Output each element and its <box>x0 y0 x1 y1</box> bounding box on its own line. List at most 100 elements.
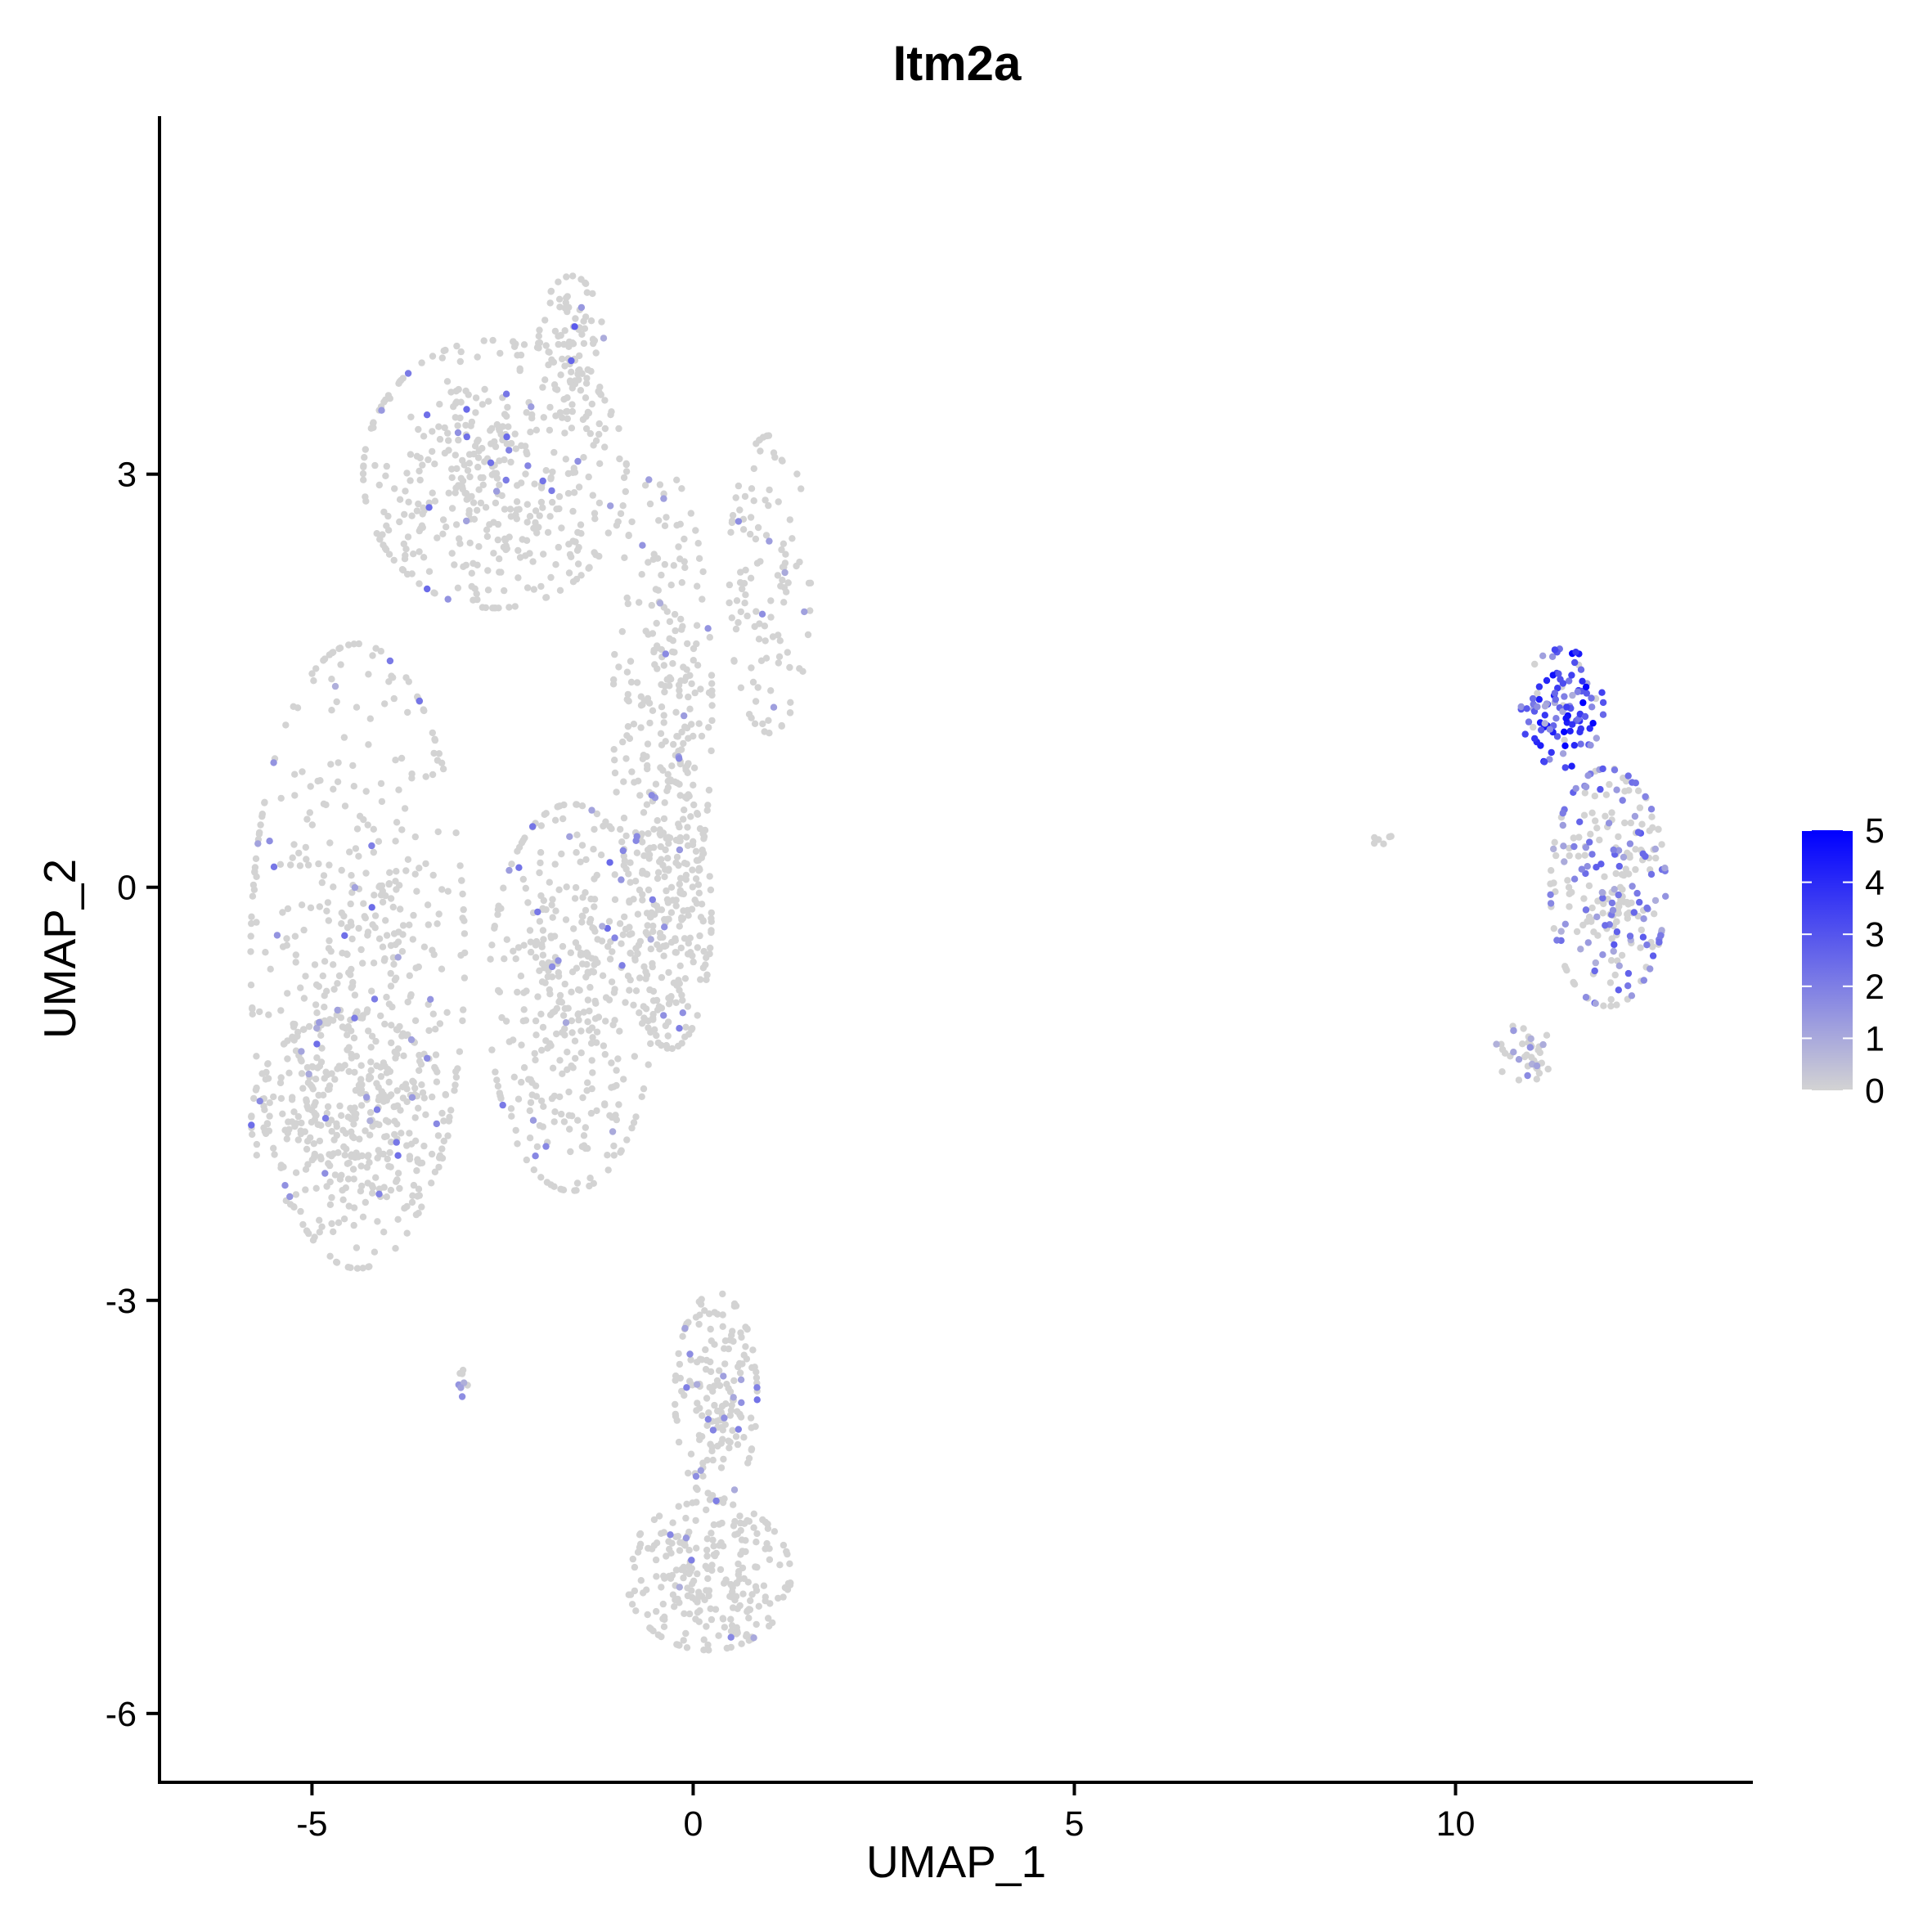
data-point <box>523 537 531 544</box>
data-point <box>759 434 767 441</box>
data-point <box>318 1045 326 1052</box>
data-point <box>730 1337 737 1346</box>
data-point <box>613 1081 620 1090</box>
data-point <box>569 340 577 348</box>
data-point <box>730 1377 738 1385</box>
data-point <box>370 848 377 856</box>
data-point <box>321 992 328 1000</box>
x-tick-label: -5 <box>296 1804 327 1844</box>
data-point <box>524 899 532 906</box>
data-point <box>450 403 457 411</box>
data-point <box>473 590 480 598</box>
data-point <box>468 492 475 501</box>
data-point <box>1643 904 1651 912</box>
data-point <box>344 1113 352 1121</box>
data-point <box>456 535 463 542</box>
data-point <box>350 1221 357 1229</box>
data-point <box>434 828 442 836</box>
data-point <box>727 528 735 536</box>
data-point <box>416 467 423 475</box>
data-point <box>1570 834 1578 842</box>
data-point <box>1593 824 1601 832</box>
data-point <box>708 680 716 687</box>
data-point <box>273 932 281 939</box>
data-point <box>748 714 755 721</box>
data-point <box>1615 891 1622 899</box>
data-point <box>658 703 666 711</box>
data-point <box>321 1170 329 1177</box>
data-point <box>373 1120 380 1128</box>
data-point <box>538 1046 546 1054</box>
data-point <box>744 612 751 620</box>
data-point <box>665 995 672 1002</box>
data-point <box>698 854 705 862</box>
data-point <box>444 595 452 603</box>
data-point <box>510 947 517 955</box>
data-point <box>508 860 515 868</box>
data-point <box>416 1067 423 1075</box>
data-point <box>779 577 786 584</box>
data-point <box>658 1041 665 1049</box>
data-point <box>523 409 530 416</box>
data-point <box>657 730 665 737</box>
data-point <box>520 1006 528 1013</box>
data-point <box>658 906 666 914</box>
x-axis-ticks: -5 0 5 10 <box>296 1782 1475 1844</box>
data-point <box>526 1134 534 1142</box>
data-point <box>428 1150 436 1158</box>
data-point <box>465 460 474 467</box>
data-point <box>383 462 390 470</box>
data-point <box>486 521 493 528</box>
data-point <box>654 869 663 876</box>
data-point <box>522 884 529 892</box>
data-point <box>591 928 599 935</box>
data-point <box>805 579 813 587</box>
data-point <box>372 1174 380 1181</box>
data-point <box>1648 813 1656 820</box>
data-point <box>404 370 412 377</box>
data-point <box>504 403 511 411</box>
data-point <box>438 886 446 893</box>
data-point <box>413 452 421 460</box>
data-point <box>303 1096 310 1103</box>
data-point <box>718 1403 726 1410</box>
data-point <box>330 986 338 993</box>
data-point <box>566 1126 573 1133</box>
data-point <box>380 541 387 549</box>
data-point <box>556 1057 564 1064</box>
scatter-points <box>247 272 1669 1654</box>
data-point <box>384 392 393 399</box>
data-point <box>1633 889 1641 897</box>
data-point <box>470 499 478 506</box>
data-point <box>573 849 580 856</box>
data-point <box>288 1096 296 1103</box>
data-point <box>786 1560 793 1568</box>
data-point <box>608 1059 615 1067</box>
data-point <box>1550 845 1557 853</box>
data-point <box>382 917 389 924</box>
data-point <box>1501 1049 1509 1057</box>
data-point <box>656 946 663 953</box>
data-point <box>775 653 784 660</box>
data-point <box>577 1027 585 1035</box>
data-point <box>698 1296 705 1303</box>
data-point <box>564 470 573 478</box>
data-point <box>730 1394 737 1401</box>
data-point <box>538 941 546 948</box>
data-point <box>705 1310 713 1318</box>
data-point <box>685 791 692 798</box>
data-point <box>1557 928 1565 935</box>
legend-tick-label: 5 <box>1865 811 1885 851</box>
data-point <box>448 505 456 512</box>
data-point <box>639 891 646 898</box>
data-point <box>333 1131 340 1139</box>
data-point <box>484 586 492 594</box>
data-point <box>596 460 604 467</box>
data-point <box>266 1099 273 1107</box>
data-point <box>704 802 712 809</box>
data-point <box>337 1014 345 1022</box>
data-point <box>636 1531 644 1539</box>
data-point <box>711 1382 718 1390</box>
data-point <box>491 923 498 930</box>
data-point <box>280 1163 287 1170</box>
